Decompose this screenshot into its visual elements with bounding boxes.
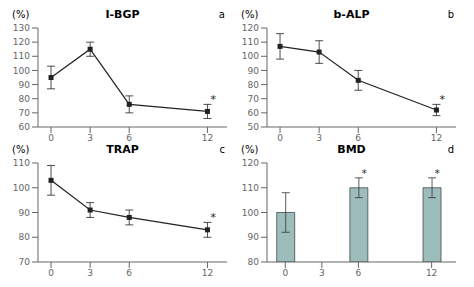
html-text:b: b bbox=[447, 9, 454, 20]
svg-text:80: 80 bbox=[248, 80, 260, 90]
svg-text:6: 6 bbox=[356, 268, 362, 278]
svg-text:110: 110 bbox=[242, 37, 259, 47]
svg-text:0: 0 bbox=[277, 133, 283, 143]
html-text:a: a bbox=[218, 9, 225, 20]
svg-text:100: 100 bbox=[13, 183, 30, 193]
svg-text:60: 60 bbox=[19, 122, 31, 132]
svg-text:*: * bbox=[439, 93, 445, 106]
svg-text:90: 90 bbox=[19, 80, 31, 90]
html-text:BMD: BMD bbox=[337, 143, 366, 156]
svg-text:6: 6 bbox=[126, 133, 132, 143]
svg-text:*: * bbox=[210, 211, 216, 224]
svg-text:120: 120 bbox=[242, 158, 259, 168]
svg-text:80: 80 bbox=[248, 257, 260, 267]
svg-text:12: 12 bbox=[431, 133, 442, 143]
html-text:I-BGP: I-BGP bbox=[105, 8, 140, 21]
html-text:TRAP: TRAP bbox=[106, 143, 139, 156]
svg-text:70: 70 bbox=[19, 257, 31, 267]
svg-text:50: 50 bbox=[248, 122, 260, 132]
svg-text:*: * bbox=[361, 167, 367, 180]
svg-text:90: 90 bbox=[248, 66, 260, 76]
svg-text:0: 0 bbox=[282, 268, 288, 278]
svg-text:3: 3 bbox=[87, 268, 93, 278]
svg-text:6: 6 bbox=[126, 268, 132, 278]
svg-text:0: 0 bbox=[48, 133, 54, 143]
svg-text:130: 130 bbox=[13, 23, 30, 33]
html-text:c: c bbox=[219, 144, 225, 155]
html-text:b-ALP: b-ALP bbox=[333, 8, 370, 21]
svg-text:100: 100 bbox=[242, 51, 259, 61]
svg-text:3: 3 bbox=[319, 268, 325, 278]
svg-text:3: 3 bbox=[87, 133, 93, 143]
svg-text:12: 12 bbox=[202, 268, 213, 278]
html-text:d: d bbox=[447, 144, 454, 155]
svg-text:90: 90 bbox=[19, 208, 31, 218]
svg-text:80: 80 bbox=[19, 232, 31, 242]
svg-text:*: * bbox=[435, 167, 441, 180]
svg-text:110: 110 bbox=[242, 183, 259, 193]
svg-text:70: 70 bbox=[248, 94, 260, 104]
svg-text:120: 120 bbox=[13, 37, 30, 47]
svg-text:120: 120 bbox=[242, 23, 259, 33]
svg-text:12: 12 bbox=[426, 268, 437, 278]
svg-text:100: 100 bbox=[13, 66, 30, 76]
svg-text:80: 80 bbox=[19, 94, 31, 104]
svg-text:12: 12 bbox=[202, 133, 213, 143]
svg-text:70: 70 bbox=[19, 108, 31, 118]
svg-text:6: 6 bbox=[355, 133, 361, 143]
svg-text:110: 110 bbox=[13, 51, 30, 61]
svg-text:110: 110 bbox=[13, 158, 30, 168]
svg-text:*: * bbox=[210, 93, 216, 106]
svg-text:0: 0 bbox=[48, 268, 54, 278]
svg-text:3: 3 bbox=[316, 133, 322, 143]
svg-text:60: 60 bbox=[248, 108, 260, 118]
svg-text:100: 100 bbox=[242, 208, 259, 218]
svg-text:90: 90 bbox=[248, 232, 260, 242]
